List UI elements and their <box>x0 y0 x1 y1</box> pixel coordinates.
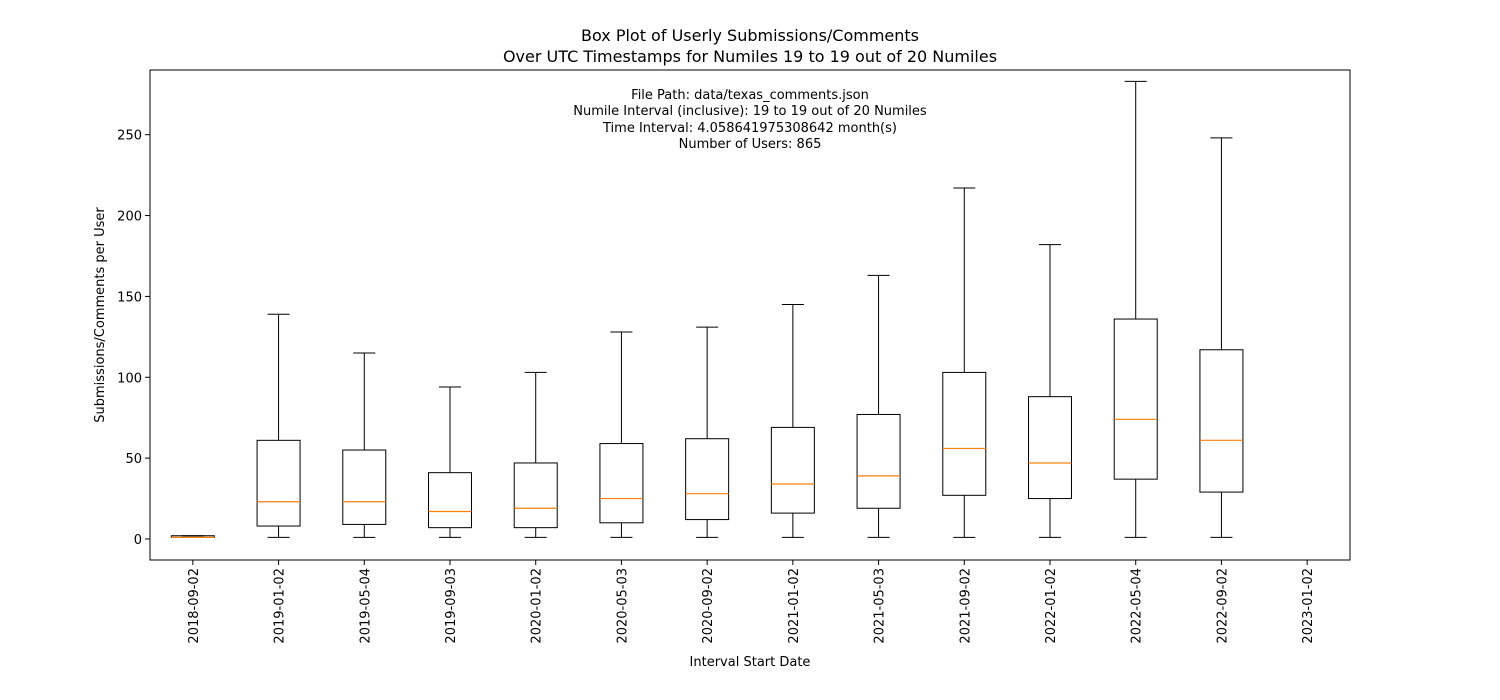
annotation-box: File Path: data/texas_comments.json Numi… <box>573 88 927 152</box>
interquartile-box <box>513 462 558 529</box>
box-2021-05-03 <box>856 274 901 538</box>
box-2019-09-03 <box>428 386 472 538</box>
y-tick-label: 200 <box>117 210 142 225</box>
chart-title-line-1: Box Plot of Userly Submissions/Comments <box>581 26 919 45</box>
box-2022-05-04 <box>1113 80 1158 538</box>
plot-area-frame <box>149 69 1351 561</box>
box-2021-01-02 <box>770 303 815 538</box>
interquartile-box <box>428 472 472 529</box>
boxes <box>170 80 1244 538</box>
interquartile-box <box>770 426 815 514</box>
box-2022-09-02 <box>1199 137 1244 538</box>
annotation-line-4: Number of Users: 865 <box>679 137 822 152</box>
x-tick-label: 2019-09-03 <box>444 568 459 644</box>
box-2020-05-03 <box>599 331 644 538</box>
box-2022-01-02 <box>1028 244 1072 538</box>
x-tick-label: 2022-01-02 <box>1044 568 1059 644</box>
chart-title-line-2: Over UTC Timestamps for Numiles 19 to 19… <box>503 47 997 66</box>
x-tick-label: 2021-05-03 <box>873 568 888 644</box>
annotation-line-3: Time Interval: 4.058641975308642 month(s… <box>602 121 897 136</box>
interquartile-box <box>685 438 730 521</box>
x-tick-label: 2022-05-04 <box>1130 568 1145 644</box>
x-tick-label: 2019-05-04 <box>358 568 373 644</box>
x-axis-ticks: 2018-09-02 2019-01-02 2019-05-04 2019-09-03… <box>187 560 1316 644</box>
interquartile-box <box>1199 349 1244 493</box>
box-2020-09-02 <box>685 326 730 538</box>
interquartile-box <box>1028 396 1072 500</box>
interquartile-box <box>856 413 901 509</box>
annotation-line-2: Numile Interval (inclusive): 19 to 19 ou… <box>573 104 927 119</box>
interquartile-box <box>599 443 644 524</box>
interquartile-box <box>1113 318 1158 480</box>
box-2019-05-04 <box>342 352 387 538</box>
x-tick-label: 2021-01-02 <box>787 568 802 644</box>
x-tick-label: 2020-05-03 <box>615 568 630 644</box>
y-axis-ticks: 0 50 100 150 200 250 <box>117 129 150 548</box>
x-tick-label: 2023-01-02 <box>1301 568 1316 644</box>
box-2019-01-02 <box>256 313 301 538</box>
y-tick-label: 0 <box>134 533 142 548</box>
box-2021-09-02 <box>942 187 987 538</box>
x-tick-label: 2019-01-02 <box>273 568 288 644</box>
x-tick-label: 2018-09-02 <box>187 568 202 644</box>
x-tick-label: 2021-09-02 <box>958 568 973 644</box>
x-tick-label: 2020-01-02 <box>530 568 545 644</box>
interquartile-box <box>942 371 987 496</box>
y-tick-label: 100 <box>117 371 142 386</box>
x-tick-label: 2022-09-02 <box>1215 568 1230 644</box>
interquartile-box <box>342 449 387 525</box>
annotation-line-1: File Path: data/texas_comments.json <box>631 88 869 103</box>
y-axis-label: Submissions/Comments per User <box>93 207 108 423</box>
box-2018-09-02 <box>170 535 215 538</box>
interquartile-box <box>256 439 301 527</box>
y-tick-label: 250 <box>117 129 142 144</box>
box-2020-01-02 <box>513 371 558 538</box>
x-tick-label: 2020-09-02 <box>701 568 716 644</box>
x-axis-label: Interval Start Date <box>690 655 811 670</box>
y-tick-label: 50 <box>125 452 142 467</box>
y-tick-label: 150 <box>117 290 142 305</box>
